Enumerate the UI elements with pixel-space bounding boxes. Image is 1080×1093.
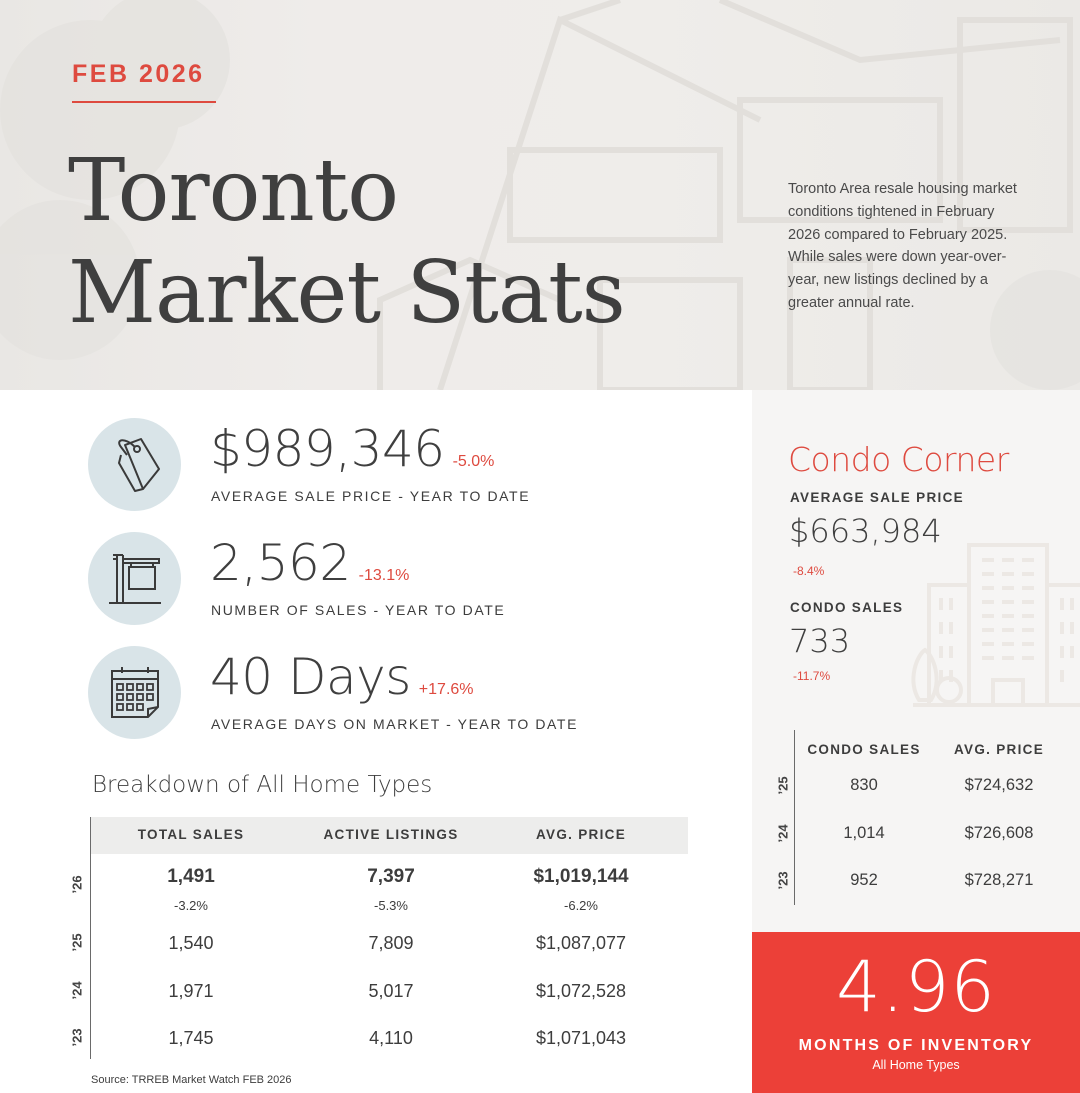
row-year-label: ’25 <box>69 933 85 952</box>
table-cell-change: -5.3% <box>374 898 408 913</box>
kpi-change: +17.6% <box>418 681 474 698</box>
table-cell-avg-price: $726,608 <box>964 824 1034 842</box>
condo-avg-price-value: $663,984 <box>789 512 942 550</box>
market-summary: Toronto Area resale housing market condi… <box>788 181 1017 311</box>
column-header-condo-sales: CONDO SALES <box>807 742 921 757</box>
price-tag-icon <box>88 418 181 511</box>
table-cell-avg-price: $1,071,043 <box>535 1028 627 1048</box>
column-header-avg-price: AVG. PRICE <box>535 827 626 842</box>
kpi-number-of-sales: 2,562 -13.1% NUMBER OF SALES - YEAR TO DA… <box>88 532 688 627</box>
source-note: Source: TRREB Market Watch FEB 2026 <box>91 1074 292 1086</box>
kpi-value: 2,562 -13.1% <box>210 534 410 592</box>
kpi-label: AVERAGE SALE PRICE - YEAR TO DATE <box>211 488 531 504</box>
table-axis-line <box>794 730 795 905</box>
condo-sales-label: CONDO SALES <box>790 600 904 615</box>
table-cell-active-listings: 4,110 <box>369 1028 413 1048</box>
column-header-active-listings: ACTIVE LISTINGS <box>323 827 459 842</box>
condo-corner-title: Condo Corner <box>788 440 1009 479</box>
table-header-row: TOTAL SALES ACTIVE LISTINGS AVG. PRICE <box>91 817 688 854</box>
kpi-change: -5.0% <box>452 453 495 470</box>
table-cell-active-listings: 7,397 <box>367 866 415 887</box>
table-cell-change: -6.2% <box>564 898 598 913</box>
condo-avg-price-label: AVERAGE SALE PRICE <box>790 490 964 505</box>
inventory-value: 4.96 <box>836 946 996 1028</box>
kpi-label: NUMBER OF SALES - YEAR TO DATE <box>211 602 506 618</box>
row-year-label: ’24 <box>69 981 85 1000</box>
table-cell-avg-price: $1,019,144 <box>533 866 629 887</box>
condo-sales-change: -11.7% <box>793 669 831 683</box>
kpi-label: AVERAGE DAYS ON MARKET - YEAR TO DATE <box>211 716 579 732</box>
calendar-icon <box>88 646 181 739</box>
for-sale-sign-icon <box>88 532 181 625</box>
breakdown-title: Breakdown of All Home Types <box>92 772 433 798</box>
hero-banner: FEB 2026 Toronto Market Stats Toronto Ar… <box>0 0 1080 390</box>
inventory-label: MONTHS OF INVENTORY <box>798 1037 1034 1054</box>
row-year-label: ’26 <box>69 875 85 894</box>
table-cell-avg-price: $724,632 <box>964 776 1034 794</box>
column-header-total-sales: TOTAL SALES <box>137 827 245 842</box>
date-underline <box>72 101 216 103</box>
table-cell-change: -3.2% <box>174 898 208 913</box>
table-cell-total-sales: 1,540 <box>168 933 214 953</box>
row-year-label: ’23 <box>69 1028 85 1047</box>
table-cell-total-sales: 1,971 <box>168 981 214 1001</box>
table-cell-avg-price: $728,271 <box>964 871 1034 889</box>
kpi-days-on-market: 40 Days +17.6% AVERAGE DAYS ON MARKET - Y… <box>88 646 688 741</box>
months-of-inventory-card: 4.96 MONTHS OF INVENTORY All Home Types <box>752 932 1080 1093</box>
column-header-avg-price: AVG. PRICE <box>953 742 1044 757</box>
table-cell-total-sales: 1,491 <box>167 866 215 887</box>
house-background-illustration <box>0 0 1080 390</box>
condo-corner-panel: Condo Corner AVERAGE SALE PRICE $663,984… <box>752 390 1080 932</box>
inventory-sublabel: All Home Types <box>872 1058 960 1072</box>
page-title: Toronto Market Stats <box>68 140 626 344</box>
table-cell-active-listings: 7,809 <box>368 933 414 953</box>
kpi-change: -13.1% <box>358 567 410 584</box>
table-cell-avg-price: $1,072,528 <box>535 981 627 1001</box>
report-date: FEB 2026 <box>72 60 205 88</box>
condo-sales-value: 733 <box>789 622 851 660</box>
row-year-label: ’25 <box>775 776 791 795</box>
kpi-average-sale-price: $989,346 -5.0% AVERAGE SALE PRICE - YEAR … <box>88 418 688 513</box>
condo-avg-price-change: -8.4% <box>793 564 825 578</box>
table-cell-total-sales: 1,745 <box>168 1028 214 1048</box>
table-cell-condo-sales: 1,014 <box>843 824 885 842</box>
kpi-value: $989,346 -5.0% <box>210 420 495 478</box>
row-year-label: ’24 <box>775 824 791 843</box>
kpi-value: 40 Days +17.6% <box>210 648 474 706</box>
title-line-1: Toronto <box>68 141 399 241</box>
table-cell-active-listings: 5,017 <box>368 981 414 1001</box>
title-line-2: Market Stats <box>68 243 626 343</box>
table-cell-avg-price: $1,087,077 <box>535 933 627 953</box>
row-year-label: ’23 <box>775 871 791 890</box>
table-cell-condo-sales: 830 <box>850 776 878 794</box>
table-cell-condo-sales: 952 <box>850 871 878 889</box>
breakdown-table: TOTAL SALES ACTIVE LISTINGS AVG. PRICE ’… <box>60 817 690 1062</box>
condo-history-table: CONDO SALES AVG. PRICE ’25 830 $724,632 … <box>774 730 1080 905</box>
city-buildings-icon <box>911 543 1080 707</box>
table-axis-line <box>90 817 91 1059</box>
